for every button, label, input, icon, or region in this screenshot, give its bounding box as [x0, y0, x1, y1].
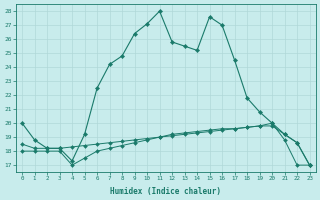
- X-axis label: Humidex (Indice chaleur): Humidex (Indice chaleur): [110, 187, 221, 196]
